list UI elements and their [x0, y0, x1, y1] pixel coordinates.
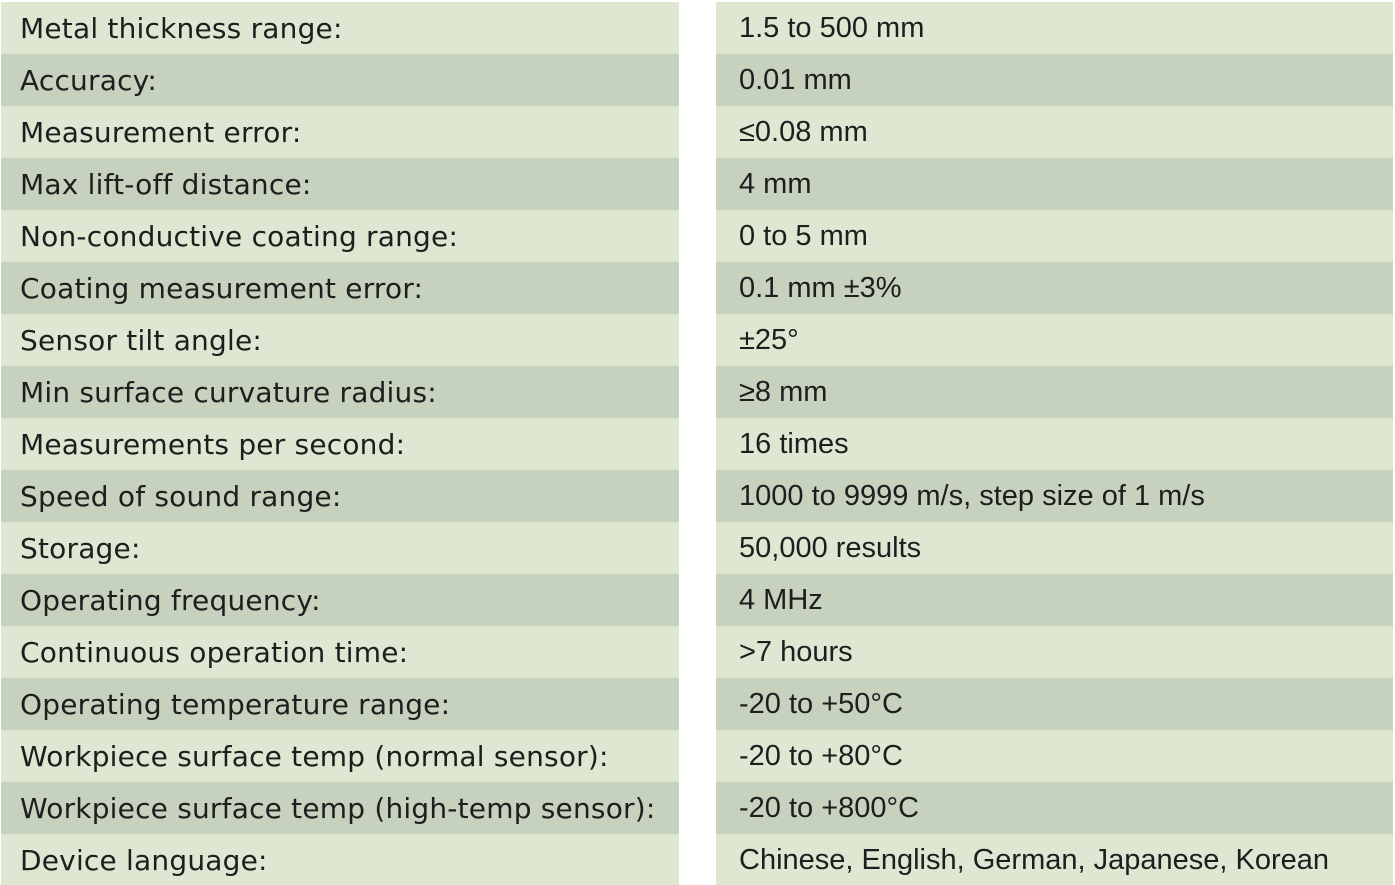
spec-value: 16 times [716, 418, 1393, 470]
spec-value: -20 to +50°C [716, 678, 1393, 730]
spec-label: Measurements per second: [1, 418, 679, 470]
spec-label: Device language: [1, 834, 679, 885]
spec-label: Sensor tilt angle: [1, 314, 679, 366]
spec-label: Speed of sound range: [1, 470, 679, 522]
spec-value: 0.1 mm ±3% [716, 262, 1393, 314]
spec-label: Storage: [1, 522, 679, 574]
spec-label: Max lift-off distance: [1, 158, 679, 210]
spec-label: Metal thickness range: [1, 2, 679, 54]
spec-label: Measurement error: [1, 106, 679, 158]
spec-value: 0 to 5 mm [716, 210, 1393, 262]
spec-value: 4 mm [716, 158, 1393, 210]
spec-label: Workpiece surface temp (normal sensor): [1, 730, 679, 782]
spec-value: 4 MHz [716, 574, 1393, 626]
spec-value: -20 to +80°C [716, 730, 1393, 782]
spec-label: Non-conductive coating range: [1, 210, 679, 262]
spec-value: ≤0.08 mm [716, 106, 1393, 158]
spec-value: 1000 to 9999 m/s, step size of 1 m/s [716, 470, 1393, 522]
spec-value: Chinese, English, German, Japanese, Kore… [716, 834, 1393, 885]
spec-value: 0.01 mm [716, 54, 1393, 106]
spec-value: >7 hours [716, 626, 1393, 678]
spec-value: ±25° [716, 314, 1393, 366]
spec-label: Accuracy: [1, 54, 679, 106]
spec-value: -20 to +800°C [716, 782, 1393, 834]
spec-value: 1.5 to 500 mm [716, 2, 1393, 54]
spec-label: Continuous operation time: [1, 626, 679, 678]
spec-label: Operating temperature range: [1, 678, 679, 730]
spec-value: 50,000 results [716, 522, 1393, 574]
spec-label: Min surface curvature radius: [1, 366, 679, 418]
spec-label: Coating measurement error: [1, 262, 679, 314]
spec-label: Operating frequency: [1, 574, 679, 626]
spec-value: ≥8 mm [716, 366, 1393, 418]
spec-label: Workpiece surface temp (high-temp sensor… [1, 782, 679, 834]
